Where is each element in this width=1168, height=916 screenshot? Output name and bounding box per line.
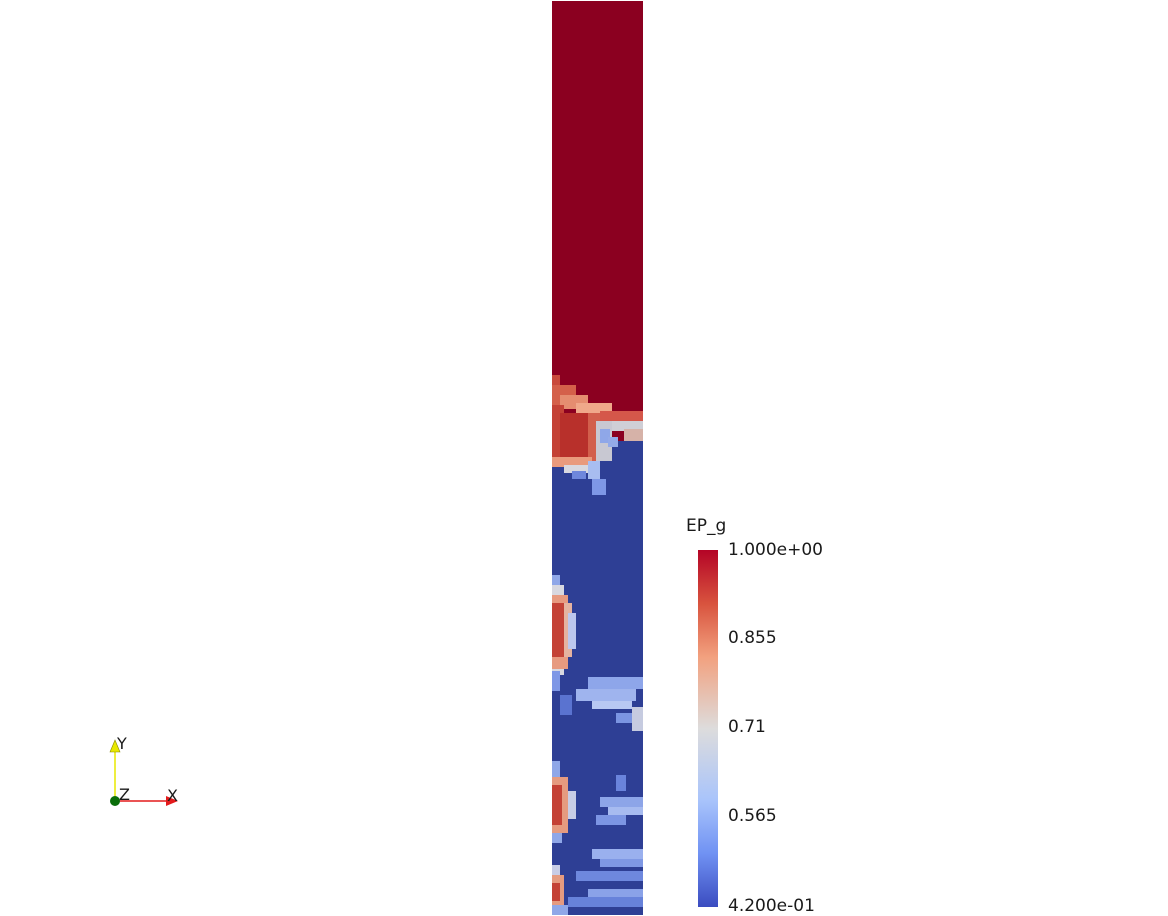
y-axis-label: Y bbox=[117, 734, 127, 753]
scalar-bar-legend: EP_g 1.000e+00 0.855 0.71 0.565 4.200e-0… bbox=[680, 512, 860, 916]
scalar-bar-tick-4: 0.565 bbox=[728, 806, 777, 826]
scalar-bar-title: EP_g bbox=[686, 516, 727, 536]
scalar-bar-tick-min: 4.200e-01 bbox=[728, 896, 815, 916]
axes-triad-graphic bbox=[109, 739, 178, 806]
scalar-bar-tick-max: 1.000e+00 bbox=[728, 540, 824, 560]
bubble-left-middle bbox=[552, 575, 576, 675]
bubble-left-bottom bbox=[552, 865, 568, 915]
simulation-field-column bbox=[552, 1, 643, 915]
void-streaks-middle bbox=[552, 671, 643, 731]
scalar-bar-gradient bbox=[698, 550, 718, 907]
x-axis-arrow-icon bbox=[166, 796, 178, 806]
z-axis-dot-icon bbox=[110, 796, 120, 806]
scalar-bar-tick-2: 0.855 bbox=[728, 628, 777, 648]
scalar-bar-tick-3: 0.71 bbox=[728, 717, 766, 737]
bubble-left-lower bbox=[552, 761, 576, 843]
bed-interface-bubble bbox=[552, 375, 643, 495]
void-streaks-lower bbox=[568, 775, 643, 907]
x-axis-label: X bbox=[167, 786, 178, 805]
z-axis-label: Z bbox=[119, 785, 130, 804]
freeboard-region bbox=[552, 1, 643, 441]
y-axis-arrow-icon bbox=[109, 739, 121, 753]
orientation-axes-triad: Y X Z bbox=[100, 732, 200, 812]
